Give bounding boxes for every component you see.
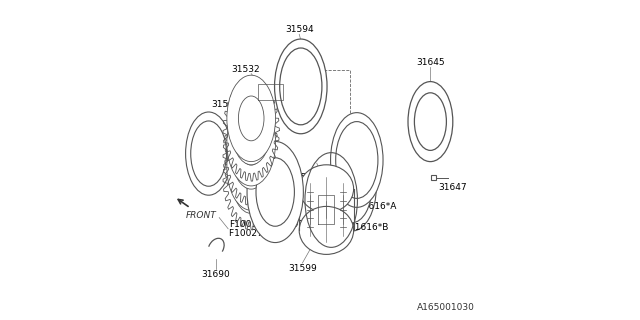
Text: F10019(9807-9901): F10019(9807-9901) [229,220,319,228]
Text: 31616*B: 31616*B [349,223,389,232]
Text: 31690: 31690 [202,270,230,279]
Text: 31646: 31646 [301,235,330,244]
Text: 31616*A: 31616*A [358,202,397,211]
Text: 31536: 31536 [290,173,318,182]
Ellipse shape [275,39,327,134]
Ellipse shape [186,112,232,195]
Text: 31647: 31647 [438,183,467,192]
Text: F10018: F10018 [322,173,355,182]
Ellipse shape [238,96,264,141]
Ellipse shape [247,141,303,243]
Text: 31599: 31599 [288,264,317,273]
Ellipse shape [332,152,372,223]
Ellipse shape [191,121,227,186]
Text: 31567: 31567 [211,100,240,109]
Ellipse shape [232,145,270,213]
Ellipse shape [415,93,447,150]
Ellipse shape [328,143,376,231]
Ellipse shape [227,100,275,186]
Ellipse shape [227,75,275,162]
Ellipse shape [408,82,453,162]
FancyBboxPatch shape [431,175,436,180]
Ellipse shape [227,124,275,210]
Text: F10027(9902-    ): F10027(9902- ) [229,229,307,238]
Text: FRONT: FRONT [186,211,216,220]
Ellipse shape [232,121,270,189]
Ellipse shape [238,145,264,189]
Ellipse shape [300,165,353,213]
Text: 31594: 31594 [285,25,314,34]
Ellipse shape [232,96,270,165]
Ellipse shape [256,158,294,226]
Ellipse shape [280,48,322,125]
Text: 31645: 31645 [416,58,445,67]
Ellipse shape [300,206,353,254]
Ellipse shape [336,122,378,198]
Text: 31532: 31532 [232,65,260,74]
Ellipse shape [238,120,264,165]
Ellipse shape [331,113,383,207]
Text: A165001030: A165001030 [417,303,475,312]
